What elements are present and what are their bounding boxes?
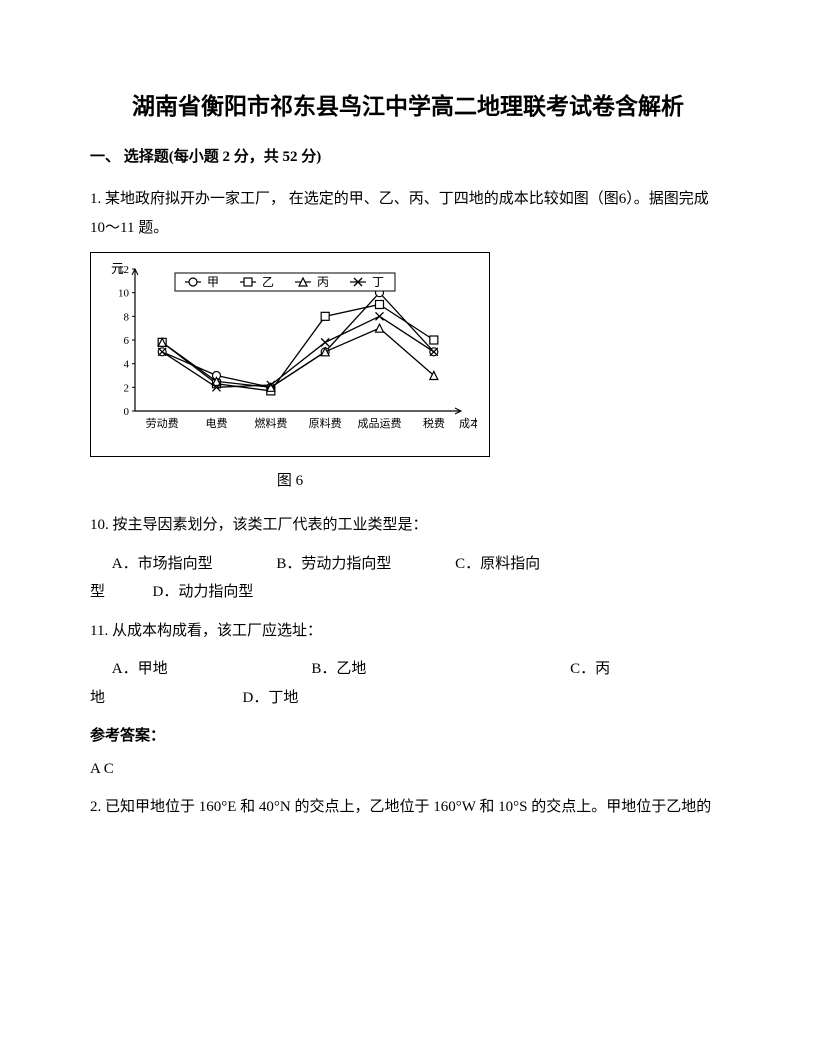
svg-text:乙: 乙 [262, 275, 274, 289]
question-1-intro: 1. 某地政府拟开办一家工厂， 在选定的甲、乙、丙、丁四地的成本比较如图（图6）… [90, 185, 726, 242]
svg-text:6: 6 [124, 335, 130, 347]
svg-text:劳动费: 劳动费 [146, 417, 179, 430]
chart-container: 024681012元劳动费电费燃料费原料费成品运费税费成本构成甲乙丙丁 图 6 [90, 252, 726, 495]
svg-text:丙: 丙 [317, 275, 329, 289]
q11-opt-b: B．乙地 [311, 655, 366, 684]
page-title: 湖南省衡阳市祁东县鸟江中学高二地理联考试卷含解析 [90, 90, 726, 125]
svg-text:0: 0 [124, 406, 130, 418]
svg-text:2: 2 [124, 382, 130, 394]
svg-text:燃料费: 燃料费 [254, 416, 287, 430]
svg-text:税费: 税费 [423, 416, 445, 430]
svg-text:成本构成: 成本构成 [459, 416, 477, 430]
chart-box: 024681012元劳动费电费燃料费原料费成品运费税费成本构成甲乙丙丁 [90, 252, 490, 457]
q11-options: A．甲地 B．乙地 C．丙 地 D．丁地 [90, 655, 726, 712]
q11-opt-c-post: 地 [90, 690, 105, 706]
q10-opt-c-post: 型 [90, 584, 105, 600]
svg-text:8: 8 [124, 311, 130, 323]
answer-label: 参考答案： [90, 722, 726, 751]
exam-page: 湖南省衡阳市祁东县鸟江中学高二地理联考试卷含解析 一、 选择题(每小题 2 分，… [0, 0, 816, 872]
q10-opt-d: D．动力指向型 [153, 584, 254, 600]
q11-opt-d: D．丁地 [243, 690, 299, 706]
svg-text:甲: 甲 [207, 275, 219, 289]
chart-caption: 图 6 [90, 467, 490, 496]
svg-text:10: 10 [118, 288, 130, 300]
q11-stem: 11. 从成本构成看，该工厂应选址： [90, 617, 726, 646]
q10-opt-b: B．劳动力指向型 [276, 550, 391, 579]
svg-text:电费: 电费 [206, 417, 228, 430]
q10-options: A．市场指向型 B．劳动力指向型 C．原料指向 型 D．动力指向型 [90, 550, 726, 607]
q10-opt-c-pre: C．原料指向 [455, 556, 540, 572]
svg-text:元: 元 [111, 261, 124, 276]
q11-opt-a: A．甲地 [112, 655, 168, 684]
svg-text:成品运费: 成品运费 [358, 417, 402, 430]
q11-opt-c-pre: C．丙 [570, 661, 610, 677]
cost-chart: 024681012元劳动费电费燃料费原料费成品运费税费成本构成甲乙丙丁 [97, 259, 477, 439]
q10-opt-a: A．市场指向型 [112, 550, 213, 579]
svg-text:原料费: 原料费 [309, 416, 342, 430]
q10-stem: 10. 按主导因素划分，该类工厂代表的工业类型是： [90, 511, 726, 540]
answer-text: A C [90, 755, 726, 784]
section-heading: 一、 选择题(每小题 2 分，共 52 分) [90, 143, 726, 172]
question-2: 2. 已知甲地位于 160°E 和 40°N 的交点上，乙地位于 160°W 和… [90, 793, 726, 822]
svg-text:丁: 丁 [372, 275, 384, 289]
svg-text:4: 4 [124, 359, 130, 371]
